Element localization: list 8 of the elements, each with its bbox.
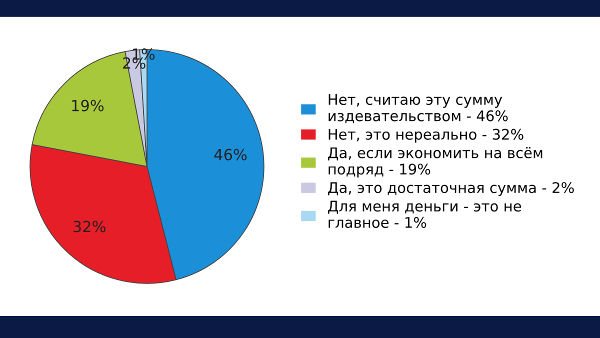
legend-label: Да, если экономить на всём подряд - 19% (328, 147, 542, 178)
legend-label: Для меня деньги - это не главное - 1% (328, 200, 522, 228)
data-label: 46% (214, 148, 247, 160)
data-label: 19% (72, 100, 104, 112)
data-label: 32% (74, 220, 106, 232)
legend-label: Нет, это нереально - 32% (328, 128, 524, 143)
legend-label: Да, это достаточная сумма - 2% (328, 182, 574, 196)
legend-label: Нет, считаю эту сумму издевательством - 46% (328, 94, 508, 124)
